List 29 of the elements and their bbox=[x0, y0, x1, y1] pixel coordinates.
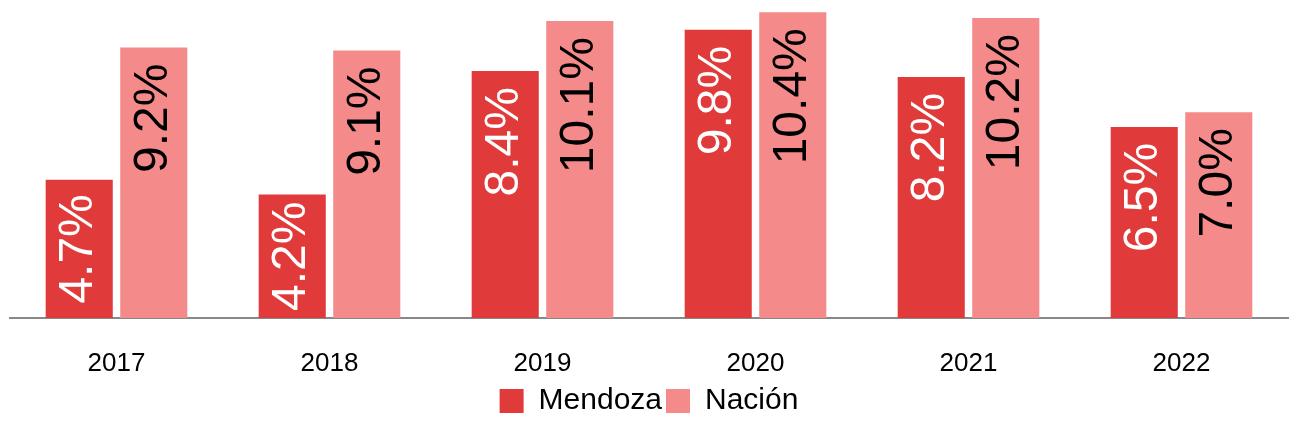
data-label: 9.8% bbox=[688, 45, 742, 156]
data-label: 7.0% bbox=[1189, 128, 1243, 238]
data-label: 4.7% bbox=[49, 194, 103, 304]
x-tick-label: 2018 bbox=[300, 346, 359, 377]
bar bbox=[972, 18, 1040, 318]
x-tick-label: 2021 bbox=[939, 346, 998, 377]
x-tick-label: 2019 bbox=[513, 346, 572, 377]
data-label: 4.2% bbox=[262, 201, 316, 311]
bar bbox=[684, 29, 752, 318]
bar bbox=[546, 21, 614, 318]
bar bbox=[333, 50, 401, 318]
data-label: 9.1% bbox=[337, 66, 391, 176]
data-label: 10.2% bbox=[976, 34, 1030, 171]
x-tick-label: 2020 bbox=[726, 346, 785, 377]
bar bbox=[120, 47, 188, 318]
legend-label: Nación bbox=[705, 382, 799, 416]
data-label: 8.4% bbox=[475, 87, 529, 197]
data-label: 8.2% bbox=[901, 92, 955, 203]
bar bbox=[897, 76, 965, 318]
data-label: 9.2% bbox=[124, 63, 178, 173]
x-tick-label: 2022 bbox=[1152, 346, 1211, 377]
bar bbox=[1185, 112, 1253, 318]
bar bbox=[759, 12, 827, 318]
x-tick-label: 2017 bbox=[87, 346, 146, 377]
data-label: 6.5% bbox=[1114, 142, 1168, 253]
data-label: 10.4% bbox=[763, 28, 817, 165]
legend-label: Mendoza bbox=[538, 382, 663, 416]
bar bbox=[471, 71, 539, 318]
data-label: 10.1% bbox=[550, 37, 604, 174]
